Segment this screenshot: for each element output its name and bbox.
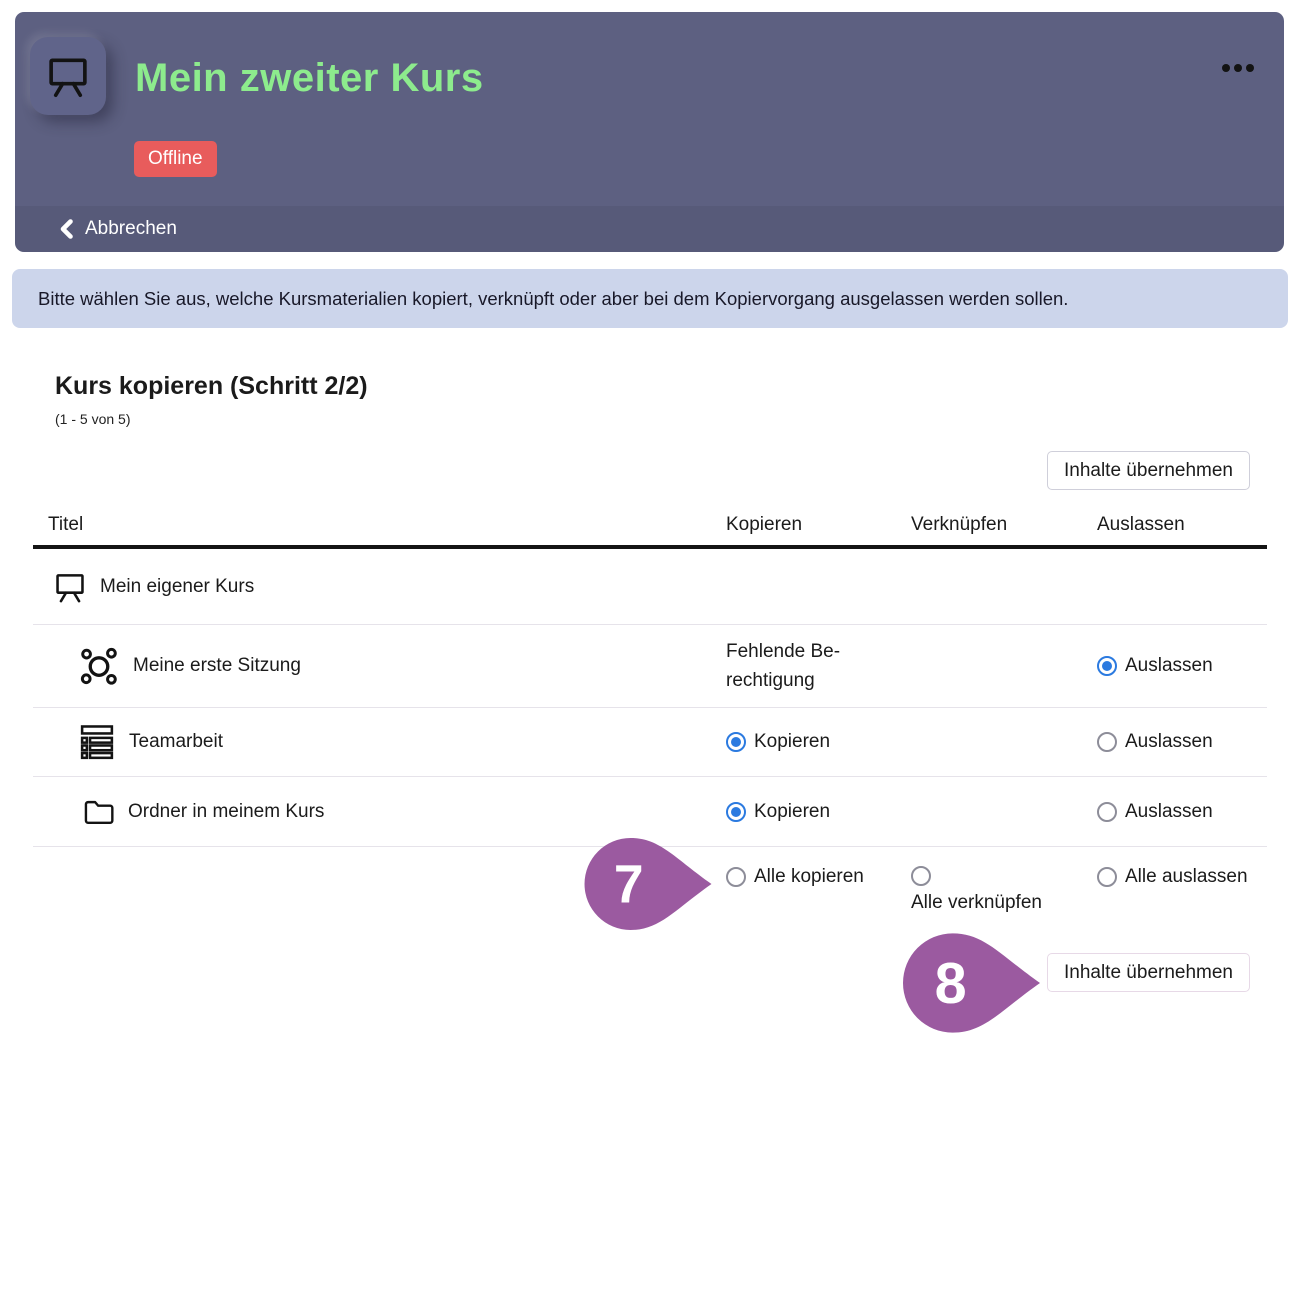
radio-label: Kopieren <box>754 800 831 822</box>
annotation-number: 8 <box>935 952 967 1016</box>
info-banner: Bitte wählen Sie aus, welche Kursmateria… <box>12 269 1288 328</box>
radio-kopieren-teamarbeit[interactable]: Kopieren <box>726 731 911 753</box>
back-label: Abbrechen <box>85 218 177 239</box>
radio-label: Alle kopieren <box>754 866 864 887</box>
table-row: Meine erste Sitzung Fehlende Be- rechtig… <box>33 625 1267 708</box>
status-badge: Offline <box>134 141 217 177</box>
missing-permission-note: Fehlende Be- rechtigung <box>726 641 841 691</box>
radio-label: Kopieren <box>754 731 831 752</box>
radio-selected-icon[interactable] <box>1097 656 1117 676</box>
page-title: Mein zweiter Kurs <box>135 56 484 100</box>
ellipsis-icon[interactable] <box>1222 64 1254 72</box>
chevron-left-icon <box>58 219 75 239</box>
column-header-kopieren: Kopieren <box>726 514 803 535</box>
radio-unselected-icon[interactable] <box>1097 801 1117 822</box>
radio-alle-verknuepfen[interactable]: Alle verknüpfen <box>911 866 1097 914</box>
row-title: Teamarbeit <box>129 731 223 752</box>
radio-alle-kopieren[interactable]: Alle kopieren <box>726 866 911 888</box>
radio-auslassen-sitzung[interactable]: Auslassen <box>1097 655 1267 677</box>
radio-unselected-icon[interactable] <box>1097 732 1117 752</box>
row-title: Ordner in meinem Kurs <box>128 800 325 822</box>
folder-icon <box>83 797 115 827</box>
table-row: Ordner in meinem Kurs Kopieren Auslassen <box>33 777 1267 847</box>
radio-auslassen-teamarbeit[interactable]: Auslassen <box>1097 731 1267 753</box>
apply-contents-button-bottom[interactable]: Inhalte übernehmen <box>1046 953 1250 992</box>
board-icon <box>45 53 91 99</box>
radio-label: Auslassen <box>1125 731 1213 752</box>
radio-kopieren-ordner[interactable]: Kopieren <box>726 801 911 823</box>
info-banner-text: Bitte wählen Sie aus, welche Kursmateria… <box>38 287 1069 309</box>
row-title: Mein eigener Kurs <box>100 575 255 597</box>
result-count: (1 - 5 von 5) <box>55 411 131 427</box>
radio-unselected-icon[interactable] <box>1097 867 1117 887</box>
radio-auslassen-ordner[interactable]: Auslassen <box>1097 801 1267 823</box>
table-row: Mein eigener Kurs <box>33 549 1267 625</box>
column-header-titel: Titel <box>48 514 84 535</box>
radio-label: Alle auslassen <box>1125 866 1248 887</box>
radio-selected-icon[interactable] <box>726 801 746 822</box>
radio-unselected-icon[interactable] <box>911 866 931 886</box>
annotation-step-8: 8 <box>903 933 1040 1033</box>
column-header-auslassen: Auslassen <box>1097 514 1185 535</box>
radio-label: Auslassen <box>1125 655 1213 676</box>
annotation-number: 7 <box>614 855 644 914</box>
list-icon <box>78 722 116 762</box>
radio-selected-icon[interactable] <box>726 732 746 752</box>
row-title: Meine erste Sitzung <box>133 655 301 676</box>
session-icon <box>78 644 120 688</box>
radio-label: Auslassen <box>1125 800 1213 822</box>
back-button[interactable]: Abbrechen <box>15 206 1284 252</box>
annotation-step-7: 7 <box>583 838 713 930</box>
radio-alle-auslassen[interactable]: Alle auslassen <box>1097 866 1267 888</box>
apply-contents-button-top[interactable]: Inhalte übernehmen <box>1046 451 1250 490</box>
section-heading: Kurs kopieren (Schritt 2/2) <box>55 372 368 400</box>
course-avatar <box>30 37 106 115</box>
board-icon <box>53 569 87 605</box>
table-header-row: Titel Kopieren Verknüpfen Auslassen <box>33 505 1267 549</box>
bulk-options-row: Alle kopieren Alle verknüpfen Alle ausla… <box>33 847 1267 937</box>
column-header-verknuepfen: Verknüpfen <box>911 514 1008 535</box>
table-row: Teamarbeit Kopieren Auslassen <box>33 708 1267 777</box>
radio-unselected-icon[interactable] <box>726 867 746 887</box>
course-header: Mein zweiter Kurs Offline Abbrechen <box>15 12 1284 252</box>
radio-label: Alle verknüpfen <box>911 892 1042 913</box>
